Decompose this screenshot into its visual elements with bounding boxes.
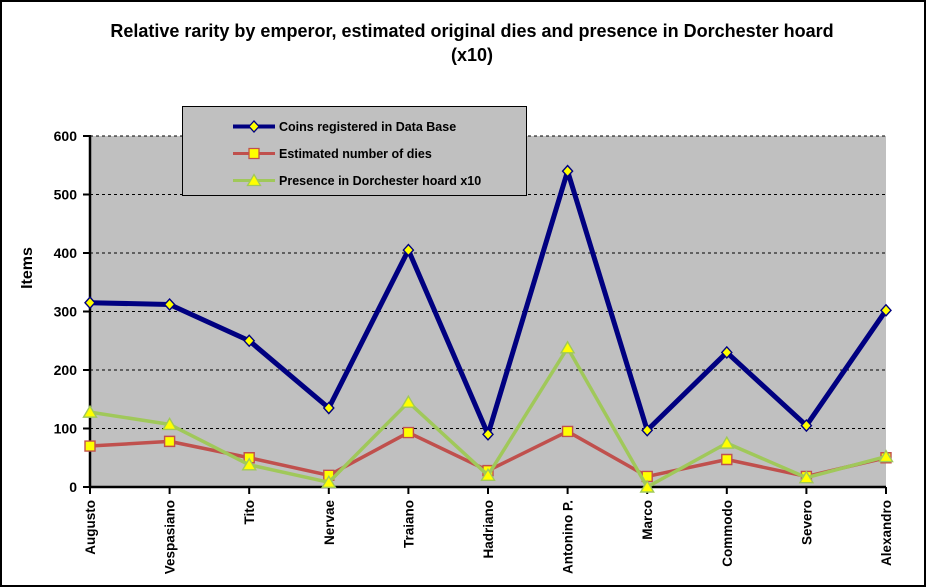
triangle-marker-icon (321, 474, 337, 489)
square-marker-icon (163, 435, 176, 448)
y-tick-label-500: 500 (54, 187, 78, 203)
y-tick-label-300: 300 (54, 304, 78, 320)
triangle-marker-icon (719, 435, 735, 449)
x-axis-label-augusto: Augusto (83, 500, 98, 555)
legend-label: Estimated number of dies (279, 146, 432, 161)
legend-swatch-hoard (233, 173, 275, 187)
diamond-marker-icon (482, 427, 494, 441)
legend-swatch-coins (233, 120, 275, 133)
square-marker-icon (402, 426, 415, 439)
legend-swatch-dies (233, 147, 275, 160)
triangle-marker-icon (559, 340, 576, 354)
triangle-marker-icon (639, 479, 655, 493)
x-axis-label-alexandro: Alexandro (879, 500, 894, 566)
diamond-marker-icon (402, 243, 415, 257)
legend-entry-coins: Coins registered in Data Base (231, 114, 526, 139)
legend-marker-triangle-icon (246, 173, 262, 187)
y-tick-label-0: 0 (69, 479, 77, 495)
square-marker-icon (84, 440, 96, 452)
diamond-marker-icon (84, 296, 96, 310)
x-axis-label-antonino-p: Antonino P. (561, 500, 576, 574)
diamond-marker-icon (243, 334, 256, 348)
y-tick-label-200: 200 (54, 362, 78, 378)
legend: Coins registered in Data Base Estimated … (182, 106, 527, 196)
legend-entry-dies: Estimated number of dies (231, 141, 526, 166)
triangle-marker-icon (241, 457, 257, 471)
triangle-marker-icon (161, 417, 178, 431)
x-axis-label-traiano: Traiano (401, 500, 416, 548)
x-axis-label-tito: Tito (242, 500, 257, 525)
chart-title: Relative rarity by emperor, estimated or… (110, 21, 834, 66)
y-tick-label-100: 100 (54, 421, 78, 437)
legend-entry-hoard: Presence in Dorchester hoard x10 (231, 168, 526, 193)
triangle-marker-icon (400, 394, 417, 408)
diamond-marker-icon (641, 423, 654, 437)
x-axis-label-marco: Marco (640, 500, 655, 540)
triangle-marker-icon (82, 404, 98, 418)
diamond-marker-icon (720, 345, 733, 359)
legend-marker-square-icon (248, 147, 260, 160)
legend-label: Coins registered in Data Base (279, 119, 457, 134)
diamond-marker-icon (163, 297, 176, 312)
diamond-marker-icon (800, 419, 813, 433)
triangle-marker-icon (798, 470, 815, 484)
legend-marker-diamond-icon (248, 120, 260, 133)
y-tick-label-400: 400 (54, 245, 78, 261)
x-axis-label-vespasiano: Vespasiano (163, 500, 178, 574)
diamond-marker-icon (880, 303, 892, 317)
square-marker-icon (561, 425, 574, 438)
diamond-marker-icon (561, 164, 574, 178)
x-axis-label-commodo: Commodo (720, 500, 735, 567)
triangle-marker-icon (480, 467, 496, 481)
legend-label: Presence in Dorchester hoard x10 (279, 173, 482, 188)
x-axis-label-hadriano: Hadriano (481, 500, 496, 559)
square-marker-icon (721, 453, 733, 466)
diamond-marker-icon (322, 401, 335, 415)
x-axis-label-severo: Severo (799, 500, 814, 545)
triangle-marker-icon (878, 449, 894, 463)
y-tick-label-600: 600 (54, 128, 78, 144)
x-axis-label-nervae: Nervae (322, 500, 337, 546)
